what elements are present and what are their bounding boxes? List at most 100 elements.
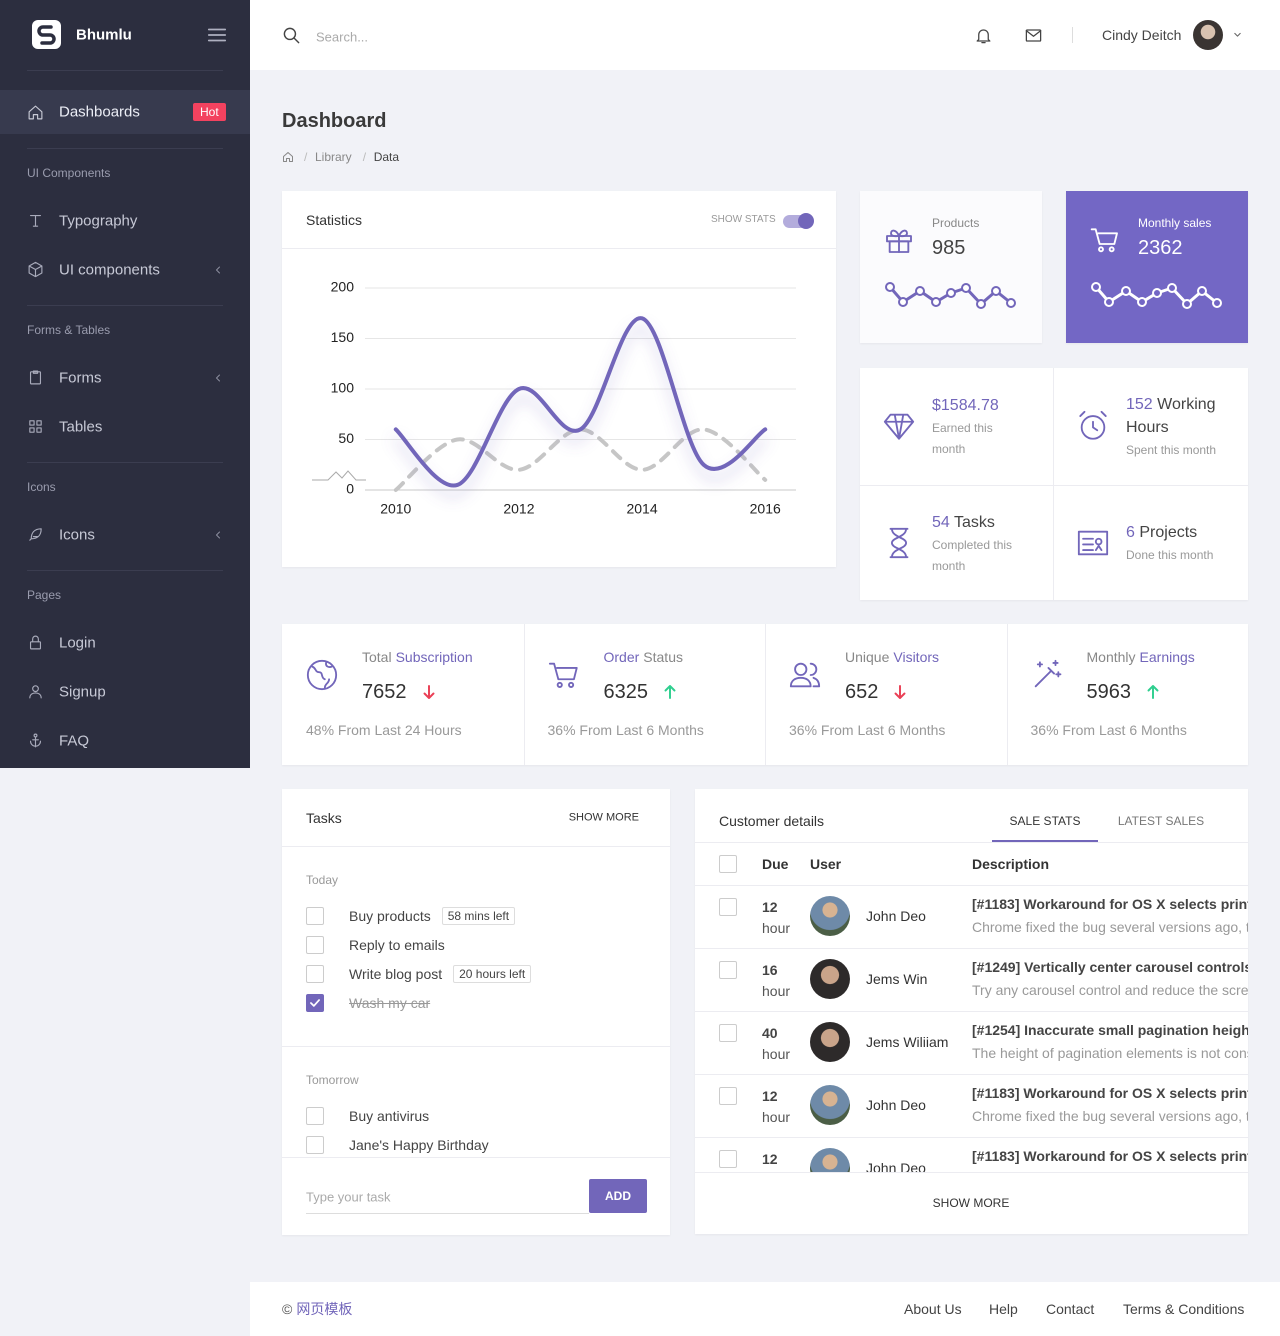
tab[interactable]: LATEST SALES xyxy=(1117,814,1205,828)
icon-card-part xyxy=(1094,544,1103,552)
user-name: Jems Win xyxy=(866,971,928,987)
menu-item: FAQ xyxy=(59,732,90,749)
icon-mail xyxy=(1025,28,1041,42)
icon-cube xyxy=(28,261,42,278)
footer-link[interactable]: About Us xyxy=(904,1301,962,1317)
logo xyxy=(32,20,61,49)
y-tick-label: 50 xyxy=(338,430,354,446)
stat-unit: Tasks xyxy=(953,513,995,531)
icon-aup-part xyxy=(664,685,676,699)
checkbox[interactable] xyxy=(719,1024,737,1042)
tasks-card: Tasks SHOW MORE Today Buy products 58 mins l… xyxy=(282,789,670,1235)
icon-lock-part xyxy=(31,635,39,643)
line-chart: 0 50 100 150 200 2010 2012 2014 2016 xyxy=(312,279,796,517)
task-text: Write blog post xyxy=(349,966,443,982)
checkbox[interactable] xyxy=(306,994,324,1012)
icon-anchor xyxy=(29,733,41,748)
icon-wand-part xyxy=(1034,659,1061,688)
sparkline-dot xyxy=(1006,298,1016,308)
issue-text: The height of pagination elements is not… xyxy=(972,1045,1248,1061)
icon-type xyxy=(29,214,41,227)
footer-link[interactable]: Terms & Conditions xyxy=(1123,1301,1245,1317)
icon-card-part xyxy=(1094,537,1103,546)
site-link[interactable]: 网页模板 xyxy=(296,1301,353,1317)
icon-menu xyxy=(207,28,227,42)
icon-user-part xyxy=(28,692,42,699)
icon-grid-part xyxy=(28,427,35,433)
menu-item: Icons xyxy=(59,526,95,543)
summary-title-part: Total xyxy=(362,649,392,665)
logo-mark xyxy=(37,25,56,45)
column-header: Description xyxy=(972,856,1050,872)
issue-title: [#1249] Vertically center carousel contr… xyxy=(972,959,1248,975)
icon-cart xyxy=(1090,228,1118,253)
footer: © 网页模板 About Us Help Contact Terms & Conditio… xyxy=(250,1282,1280,1336)
icon-card xyxy=(1077,530,1109,556)
checkbox[interactable] xyxy=(719,1087,737,1105)
icon-down-part xyxy=(1233,32,1241,37)
checkbox[interactable] xyxy=(306,1136,324,1154)
due-unit: hour xyxy=(762,983,791,999)
due-value: 12 xyxy=(762,899,778,915)
task-text: Wash my car xyxy=(349,995,431,1011)
task-text: Buy antivirus xyxy=(349,1108,430,1124)
checkbox[interactable] xyxy=(306,936,324,954)
badge: Hot xyxy=(193,103,226,121)
sparkline-line xyxy=(888,286,1012,306)
add-button[interactable]: ADD xyxy=(589,1179,647,1213)
icon-cart-part xyxy=(556,681,563,688)
sparkline-dot xyxy=(1137,297,1147,307)
y-tick-label: 100 xyxy=(331,380,355,396)
cell-divider xyxy=(523,624,525,765)
icon-gift-part xyxy=(886,235,912,243)
icon-cart-part xyxy=(1098,246,1104,253)
icon-check xyxy=(310,999,320,1007)
icon-users-part xyxy=(789,662,821,688)
icon-anchor-part xyxy=(29,736,41,748)
checkbox[interactable] xyxy=(306,1107,324,1125)
issue-title: [#1183] Workaround for OS X selects prin… xyxy=(972,1085,1248,1101)
toggle-knob[interactable] xyxy=(798,213,814,229)
checkbox[interactable] xyxy=(719,898,737,916)
icon-adown-part xyxy=(894,685,906,699)
column-header: User xyxy=(810,856,842,872)
checkbox[interactable] xyxy=(306,907,324,925)
summary-value: 7652 xyxy=(362,681,407,703)
summary-title-part: Subscription xyxy=(395,649,473,665)
stat-tile: Monthly sales 2362 xyxy=(1066,191,1248,343)
menu-heading: Forms & Tables xyxy=(27,323,111,337)
card-title: Tasks xyxy=(306,810,342,826)
summary-card: Total Subscription 7652 48% From Last 24 Ho… xyxy=(282,624,1248,765)
toggle-track[interactable] xyxy=(783,215,812,228)
tab[interactable]: SALE STATS xyxy=(1009,814,1081,828)
divider xyxy=(27,148,223,149)
issue-text: Chrome fixed the bug several versions ag… xyxy=(972,1108,1248,1124)
summary-title-part: Monthly xyxy=(1086,649,1136,665)
icon-user xyxy=(28,685,42,699)
checkbox[interactable] xyxy=(719,961,737,979)
checkbox[interactable] xyxy=(719,855,737,873)
footer-link[interactable]: Help xyxy=(989,1301,1018,1317)
divider xyxy=(27,70,223,71)
stat-note: Completed this month xyxy=(932,537,1013,573)
search-placeholder: Search... xyxy=(316,29,369,45)
icon-home-part xyxy=(283,152,293,162)
stat-tile: Products 985 xyxy=(860,191,1042,343)
checkbox[interactable] xyxy=(306,965,324,983)
x-tick-label: 2012 xyxy=(503,501,534,517)
show-more[interactable]: SHOW MORE xyxy=(932,1196,1010,1210)
x-tick-label: 2016 xyxy=(750,501,781,517)
issue-title: [#1183] Workaround for OS X selects prin… xyxy=(972,896,1248,912)
checkbox[interactable] xyxy=(719,1150,737,1168)
brand-name: Bhumlu xyxy=(76,26,132,44)
summary-value: 6325 xyxy=(603,681,649,703)
icon-left-part xyxy=(216,374,220,381)
stat-value: 54 xyxy=(932,513,950,531)
sparkline-dot xyxy=(885,282,895,292)
add-button-label[interactable]: ADD xyxy=(605,1189,631,1203)
user-name: Cindy Deitch xyxy=(1102,27,1182,43)
icon-search-part xyxy=(283,27,296,40)
icon-bell xyxy=(976,28,990,43)
footer-link[interactable]: Contact xyxy=(1046,1301,1095,1317)
